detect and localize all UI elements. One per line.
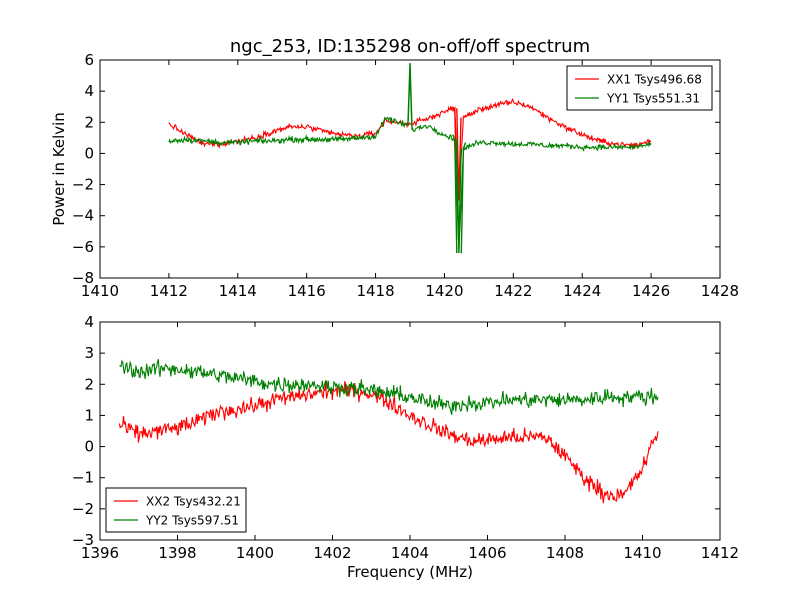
y-tick-label: 4 — [84, 82, 94, 100]
x-tick-label: 1412 — [150, 282, 188, 300]
x-ticks: 1410 1412 1414 1416 1418 1420 1422 1424 1426 1428 — [81, 60, 739, 300]
y-tick-label: 3 — [84, 344, 94, 362]
y-ticks: −8 −6 −4 −2 0 2 4 6 — [72, 51, 720, 287]
x-tick-label: 1422 — [494, 282, 532, 300]
legend-label: YY2 Tsys597.51 — [145, 514, 239, 528]
y-tick-label: −2 — [72, 176, 94, 194]
x-tick-label: 1402 — [313, 544, 351, 562]
y-tick-label: 0 — [84, 438, 94, 456]
legend-box — [566, 65, 713, 111]
x-tick-label: 1412 — [701, 544, 739, 562]
y-ticks: −3 −2 −1 0 1 2 3 4 — [72, 313, 720, 549]
series-spike — [456, 108, 462, 201]
y-axis-label: Power in Kelvin — [50, 112, 68, 226]
y-tick-label: 6 — [84, 51, 94, 69]
series-spike — [407, 63, 413, 131]
axes-frame — [99, 59, 721, 279]
x-tick-label: 1426 — [632, 282, 670, 300]
series-spike — [460, 142, 467, 254]
x-tick-label: 1400 — [236, 544, 274, 562]
y-tick-label: −3 — [72, 531, 94, 549]
y-tick-label: −2 — [72, 500, 94, 518]
y-tick-label: 0 — [84, 144, 94, 162]
x-tick-label: 1410 — [623, 544, 661, 562]
x-tick-label: 1416 — [288, 282, 326, 300]
legend-box — [105, 487, 247, 533]
x-tick-label: 1408 — [546, 544, 584, 562]
chart-panel-2: 1396 1398 1400 1402 1404 1406 1408 1410 1412−3−2… — [72, 313, 739, 581]
x-axis-label: Frequency (MHz) — [347, 563, 473, 581]
x-tick-label: 1404 — [391, 544, 429, 562]
legend: XX2 Tsys432.21 YY2 Tsys597.51 — [105, 487, 247, 533]
x-tick-label: 1420 — [425, 282, 463, 300]
y-tick-label: −1 — [72, 469, 94, 487]
plot-area — [168, 63, 652, 254]
series-line-green — [119, 359, 659, 416]
y-tick-label: −8 — [72, 269, 94, 287]
legend-label: XX1 Tsys496.68 — [607, 73, 702, 87]
x-tick-label: 1424 — [563, 282, 601, 300]
chart-panel-1: 1410 1412 1414 1416 1418 1420 1422 1424 1426 1428… — [50, 36, 739, 300]
y-tick-label: −6 — [72, 238, 94, 256]
x-tick-label: 1410 — [81, 282, 119, 300]
x-tick-label: 1414 — [219, 282, 257, 300]
x-tick-label: 1428 — [701, 282, 739, 300]
x-ticks: 1396 1398 1400 1402 1404 1406 1408 1410 1412 — [81, 322, 739, 562]
y-tick-label: −4 — [72, 207, 94, 225]
series-spike — [452, 134, 458, 254]
series-spike — [456, 139, 462, 254]
y-tick-label: 1 — [84, 406, 94, 424]
x-tick-label: 1396 — [81, 544, 119, 562]
y-tick-label: 2 — [84, 375, 94, 393]
legend-label: YY1 Tsys551.31 — [606, 92, 700, 106]
x-tick-label: 1406 — [468, 544, 506, 562]
chart-title: ngc_253, ID:135298 on-off/off spectrum — [230, 36, 590, 57]
x-tick-label: 1418 — [356, 282, 394, 300]
series-line-red — [118, 381, 659, 504]
plot-area — [118, 359, 659, 504]
legend-label: XX2 Tsys432.21 — [146, 495, 241, 509]
x-tick-label: 1398 — [158, 544, 196, 562]
y-tick-label: 2 — [84, 113, 94, 131]
legend: XX1 Tsys496.68 YY1 Tsys551.31 — [566, 65, 713, 111]
y-tick-label: 4 — [84, 313, 94, 331]
series-line-red — [168, 97, 652, 201]
